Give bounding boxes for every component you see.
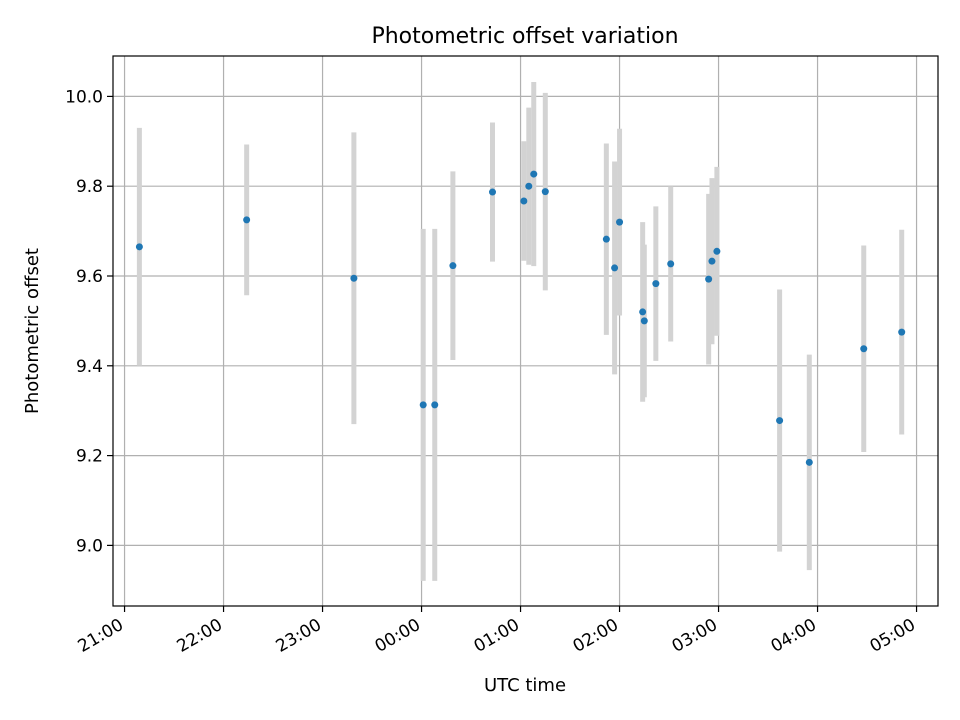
data-points: [135, 170, 906, 466]
data-point-7: [520, 197, 528, 205]
x-tick-label: 04:00: [768, 615, 820, 657]
x-tick-label: 00:00: [372, 615, 424, 657]
data-point-14: [639, 308, 647, 316]
data-point-17: [667, 260, 675, 268]
data-point-18: [705, 275, 713, 283]
y-axis-label: Photometric offset: [22, 248, 43, 414]
x-tick-label: 21:00: [75, 615, 127, 657]
x-tick-label: 22:00: [174, 615, 226, 657]
x-tick-label: 23:00: [273, 615, 325, 657]
x-tick-label: 02:00: [570, 615, 622, 657]
data-point-6: [489, 188, 496, 196]
data-point-1: [243, 216, 251, 224]
data-point-19: [708, 257, 716, 265]
data-point-22: [805, 458, 813, 466]
data-point-20: [713, 247, 721, 255]
data-point-9: [530, 170, 538, 178]
x-axis-label: UTC time: [484, 675, 566, 696]
data-point-8: [525, 182, 533, 190]
data-point-2: [350, 274, 358, 282]
x-tick-label: 03:00: [669, 615, 721, 657]
data-point-16: [652, 280, 660, 288]
data-point-12: [611, 264, 619, 272]
y-tick-label: 9.2: [76, 447, 103, 467]
x-axis-ticks: 21:00 22:00 23:00 00:00 01:00 02:00 03:00 04:00…: [75, 606, 919, 657]
y-tick-label: 9.4: [76, 357, 103, 377]
y-tick-label: 9.0: [76, 536, 103, 556]
data-point-5: [449, 262, 457, 270]
data-point-15: [640, 317, 648, 325]
y-tick-label: 10.0: [65, 87, 103, 107]
x-tick-label: 01:00: [471, 615, 523, 657]
y-tick-label: 9.8: [76, 177, 103, 197]
data-point-11: [602, 235, 610, 243]
plot-frame: [112, 55, 939, 607]
data-point-24: [898, 328, 906, 336]
x-tick-label: 05:00: [867, 615, 919, 657]
data-point-23: [860, 345, 868, 353]
data-point-4: [431, 401, 439, 409]
y-axis-ticks: 9.0 9.2 9.4 9.6 9.8 10.0: [65, 87, 113, 556]
data-point-3: [419, 401, 427, 409]
grid: [113, 56, 938, 606]
data-point-0: [135, 243, 143, 251]
chart-title: Photometric offset variation: [371, 24, 678, 49]
data-point-21: [776, 417, 784, 425]
y-tick-label: 9.6: [76, 267, 103, 287]
data-point-10: [541, 188, 549, 196]
data-point-13: [616, 218, 624, 226]
